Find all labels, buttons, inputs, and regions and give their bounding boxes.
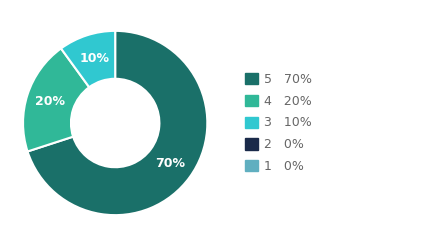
Legend: 5   70%, 4   20%, 3   10%, 2   0%, 1   0%: 5 70%, 4 20%, 3 10%, 2 0%, 1 0% [245,73,312,173]
Wedge shape [61,31,115,87]
Text: 70%: 70% [155,157,185,169]
Wedge shape [27,31,207,215]
Text: 20%: 20% [35,95,65,108]
Text: 10%: 10% [79,52,109,65]
Wedge shape [23,48,89,152]
